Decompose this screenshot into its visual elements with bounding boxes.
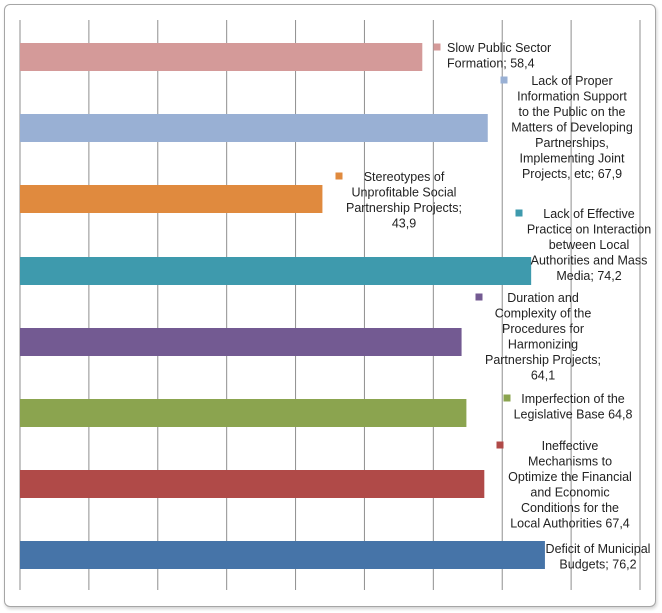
- data-label-line: Authorities and Mass: [531, 254, 648, 268]
- bar: [20, 470, 485, 498]
- data-label-line: Complexity of the: [495, 307, 592, 321]
- legend-marker: [475, 293, 483, 301]
- data-label-line: Legislative Base 64,8: [514, 408, 633, 422]
- data-label-line: 64,1: [531, 369, 555, 383]
- data-label: Imperfection of the Legislative Base 64,8: [514, 392, 633, 422]
- chart-frame: [4, 4, 656, 607]
- data-label-line: and Economic: [530, 486, 609, 500]
- legend-marker: [515, 209, 523, 217]
- data-label-line: to the Public on the: [518, 105, 625, 119]
- legend-marker: [500, 76, 508, 84]
- data-label-line: Harmonizing: [508, 338, 578, 352]
- data-label-line: Information Support: [517, 90, 627, 104]
- data-label: Slow Public Sector Formation; 58,4: [447, 41, 551, 71]
- data-label-line: Unprofitable Social: [352, 186, 457, 200]
- data-label: Ineffective Mechanisms to Optimize the Fin…: [508, 439, 632, 531]
- data-label-line: Budgets; 76,2: [559, 558, 636, 572]
- data-label-line: Implementing Joint: [520, 152, 625, 166]
- bar: [20, 328, 462, 356]
- legend-marker: [534, 544, 542, 552]
- data-label-line: Lack of Effective: [543, 207, 635, 221]
- bar: [20, 185, 323, 213]
- data-label: Deficit of Municipal Budgets; 76,2: [546, 542, 651, 572]
- data-label-line: Optimize the Financial: [508, 470, 632, 484]
- bar: [20, 257, 532, 285]
- data-label-line: Conditions for the: [521, 501, 619, 515]
- legend-marker: [496, 441, 504, 449]
- bar: [20, 541, 545, 569]
- data-label-line: Ineffective: [542, 439, 599, 453]
- data-label-line: Partnerships,: [535, 136, 609, 150]
- data-label-line: Projects, etc; 67,9: [522, 167, 622, 181]
- data-label-line: Slow Public Sector: [447, 41, 551, 55]
- bar: [20, 114, 488, 142]
- data-label-line: Formation; 58,4: [447, 57, 535, 71]
- data-label-line: Practice on Interaction: [527, 223, 651, 237]
- bar: [20, 399, 467, 427]
- data-label-line: Mechanisms to: [528, 455, 612, 469]
- data-label-line: 43,9: [392, 217, 416, 231]
- legend-marker: [335, 172, 343, 180]
- data-label: Duration and Complexity of the Procedures …: [485, 291, 601, 383]
- data-label-line: Imperfection of the: [521, 392, 625, 406]
- data-label: Lack of Effective Practice on Interaction…: [527, 207, 651, 283]
- data-label: Lack of Proper Information Support to the …: [511, 74, 633, 181]
- data-labels: Slow Public Sector Formation; 58,4 Lack of…: [335, 41, 651, 572]
- data-label-line: Stereotypes of: [364, 170, 445, 184]
- data-label-line: Partnership Projects;: [485, 353, 601, 367]
- data-label-line: Duration and: [507, 291, 579, 305]
- data-label-line: Local Authorities 67,4: [510, 517, 630, 531]
- bars: [20, 43, 545, 569]
- data-label-line: Lack of Proper: [531, 74, 612, 88]
- data-label-line: Procedures for: [502, 322, 584, 336]
- bar: [20, 43, 423, 71]
- data-label-line: Partnership Projects;: [346, 201, 462, 215]
- legend-marker: [503, 394, 511, 402]
- data-label-line: Matters of Developing: [511, 121, 633, 135]
- legend-marker: [433, 43, 441, 51]
- data-label-line: Media; 74,2: [556, 269, 621, 283]
- data-label: Stereotypes of Unprofitable Social Partner…: [346, 170, 462, 231]
- data-label-line: Deficit of Municipal: [546, 542, 651, 556]
- data-label-line: between Local: [549, 238, 630, 252]
